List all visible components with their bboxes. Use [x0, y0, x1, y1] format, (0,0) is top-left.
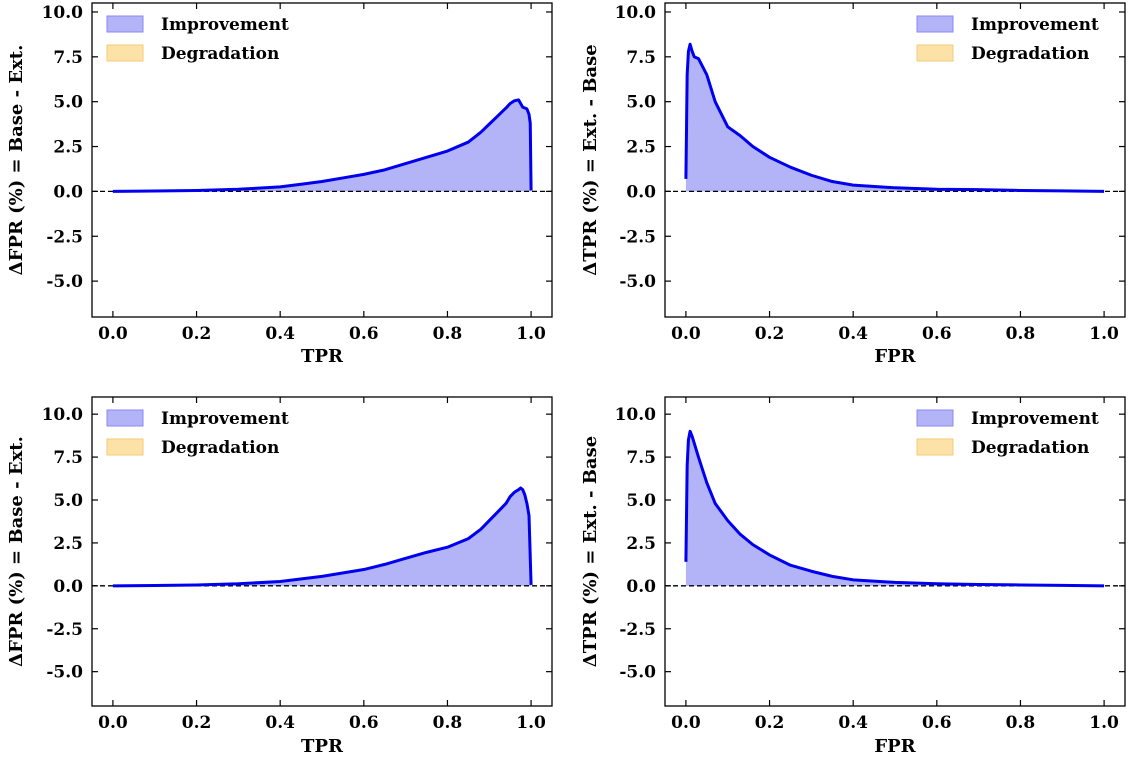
x-tick-label: 0.2 — [755, 713, 785, 733]
x-tick-label: 0.6 — [349, 713, 379, 733]
improvement-area — [685, 431, 1105, 586]
x-axis-label: FPR — [874, 346, 916, 367]
y-tick-label: -2.5 — [46, 227, 83, 247]
y-tick-label: -2.5 — [619, 620, 656, 640]
legend-label: Degradation — [161, 438, 279, 458]
legend-swatch-degradation — [916, 438, 954, 456]
legend-swatch-degradation — [916, 44, 954, 62]
y-tick-label: -2.5 — [46, 620, 83, 640]
x-tick-label: 0.2 — [755, 324, 785, 344]
plot-frame — [664, 396, 1126, 707]
legend-label: Degradation — [971, 44, 1089, 64]
improvement-line — [684, 42, 1105, 193]
y-tick-label: 10.0 — [42, 3, 84, 23]
improvement-line — [112, 486, 533, 588]
x-tick-label: 0.6 — [922, 324, 952, 344]
improvement-area — [112, 487, 532, 586]
y-tick-label: 7.5 — [53, 48, 83, 68]
x-tick-label: 0.6 — [922, 713, 952, 733]
y-tick-label: -5.0 — [619, 663, 656, 683]
y-tick-label: 7.5 — [626, 448, 656, 468]
chart-panel-3: 0.0 0.2 0.4 0.6 0.8 1.0 -5.0 -2.5 0.0 2.5 5.0 7.5 10… — [6, 396, 553, 757]
y-tick-label: -2.5 — [619, 227, 656, 247]
x-tick-label: 0.4 — [838, 713, 868, 733]
y-tick-label: 0.0 — [626, 577, 656, 597]
x-tick-label: 0.2 — [182, 713, 212, 733]
y-tick-label: 10.0 — [615, 405, 657, 425]
x-axis-label: FPR — [874, 736, 916, 757]
legend-label: Improvement — [161, 15, 289, 35]
legend-swatch-improvement — [106, 409, 144, 427]
y-tick-label: -5.0 — [619, 272, 656, 292]
y-tick-label: 2.5 — [626, 534, 656, 554]
y-tick-label: 2.5 — [626, 138, 656, 158]
y-tick-label: 0.0 — [53, 577, 83, 597]
y-tick-label: 5.0 — [53, 93, 83, 113]
chart-panel-1: 0.0 0.2 0.4 0.6 0.8 1.0 -5.0 -2.5 0.0 2.5 5.0 7.5 10… — [6, 2, 553, 367]
y-tick-label: -5.0 — [46, 663, 83, 683]
x-tick-label: 0.8 — [433, 324, 463, 344]
y-tick-label: 0.0 — [53, 182, 83, 202]
improvement-line — [684, 429, 1105, 588]
y-tick-label: 7.5 — [626, 48, 656, 68]
x-tick-label: 0.4 — [265, 324, 295, 344]
y-tick-label: 5.0 — [626, 93, 656, 113]
legend-label: Improvement — [161, 409, 289, 429]
y-tick-label: 2.5 — [53, 138, 83, 158]
legend-swatch-degradation — [106, 44, 144, 62]
x-tick-label: 1.0 — [1089, 713, 1119, 733]
legend-swatch-improvement — [916, 15, 954, 33]
x-tick-label: 1.0 — [1089, 324, 1119, 344]
x-tick-label: 0.8 — [1006, 324, 1036, 344]
x-axis-label: TPR — [301, 346, 344, 367]
y-axis-label: ΔFPR (%) = Base - Ext. — [6, 436, 27, 667]
y-tick-label: 5.0 — [53, 491, 83, 511]
y-axis-label: ΔTPR (%) = Ext. - Base — [580, 436, 601, 667]
legend-label: Degradation — [161, 44, 279, 64]
legend-label: Improvement — [971, 409, 1099, 429]
improvement-line — [112, 98, 533, 193]
x-axis-label: TPR — [301, 736, 344, 757]
legend-swatch-degradation — [106, 438, 144, 456]
y-tick-label: 5.0 — [626, 491, 656, 511]
y-tick-label: 2.5 — [53, 534, 83, 554]
x-tick-label: 0.8 — [433, 713, 463, 733]
y-tick-label: 7.5 — [53, 448, 83, 468]
y-axis-label: ΔTPR (%) = Ext. - Base — [580, 44, 601, 275]
y-tick-label: -5.0 — [46, 272, 83, 292]
y-tick-label: 10.0 — [615, 3, 657, 23]
plot-frame — [91, 396, 553, 707]
x-tick-label: 0.8 — [1006, 713, 1036, 733]
legend-swatch-improvement — [106, 15, 144, 33]
legend-label: Degradation — [971, 438, 1089, 458]
x-tick-label: 0.4 — [265, 713, 295, 733]
legend-swatch-improvement — [916, 409, 954, 427]
x-tick-label: 1.0 — [516, 713, 546, 733]
legend-label: Improvement — [971, 15, 1099, 35]
improvement-area — [685, 44, 1105, 192]
y-tick-label: 0.0 — [626, 182, 656, 202]
chart-panel-4: 0.0 0.2 0.4 0.6 0.8 1.0 -5.0 -2.5 0.0 2.5 5.0 7.5 10… — [580, 396, 1126, 757]
y-tick-label: 10.0 — [42, 405, 84, 425]
x-tick-label: 0.2 — [182, 324, 212, 344]
plot-frame — [91, 2, 553, 318]
x-tick-label: 0.0 — [98, 324, 128, 344]
x-tick-label: 0.0 — [671, 324, 701, 344]
plot-frame — [664, 2, 1126, 318]
x-tick-label: 0.0 — [671, 713, 701, 733]
improvement-area — [112, 99, 532, 192]
x-tick-label: 0.0 — [98, 713, 128, 733]
y-axis-label: ΔFPR (%) = Base - Ext. — [6, 45, 27, 276]
x-tick-label: 0.4 — [838, 324, 868, 344]
chart-panel-2: 0.0 0.2 0.4 0.6 0.8 1.0 -5.0 -2.5 0.0 2.5 5.0 7.5 10… — [580, 2, 1126, 367]
x-tick-label: 1.0 — [516, 324, 546, 344]
x-tick-label: 0.6 — [349, 324, 379, 344]
